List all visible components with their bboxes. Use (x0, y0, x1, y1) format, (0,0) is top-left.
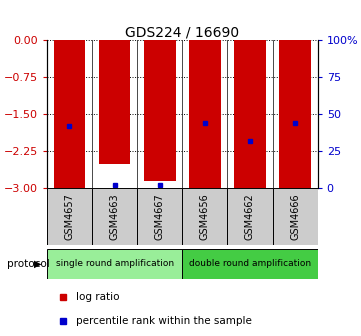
Text: percentile rank within the sample: percentile rank within the sample (76, 316, 252, 326)
Text: GSM4662: GSM4662 (245, 193, 255, 240)
Text: GSM4666: GSM4666 (290, 194, 300, 240)
Text: GSM4656: GSM4656 (200, 193, 210, 240)
Bar (47, 188, 92, 245)
Bar (92, 188, 137, 245)
Bar (144, 40, 175, 181)
Text: single round amplification: single round amplification (56, 259, 174, 268)
Text: log ratio: log ratio (76, 292, 119, 302)
Bar (182, 188, 227, 245)
Bar (54, 40, 85, 188)
Text: GSM4657: GSM4657 (65, 193, 74, 240)
Bar (47, 249, 182, 279)
Bar (99, 40, 130, 164)
Bar (234, 40, 266, 188)
Bar (273, 188, 318, 245)
Bar (182, 249, 318, 279)
Bar (227, 188, 273, 245)
Text: protocol: protocol (7, 259, 50, 269)
Text: ▶: ▶ (34, 259, 42, 269)
Bar (137, 188, 182, 245)
Bar (279, 40, 311, 188)
Title: GDS224 / 16690: GDS224 / 16690 (125, 25, 239, 39)
Bar (189, 40, 221, 188)
Text: GSM4663: GSM4663 (110, 194, 119, 240)
Text: double round amplification: double round amplification (189, 259, 311, 268)
Text: GSM4667: GSM4667 (155, 193, 165, 240)
